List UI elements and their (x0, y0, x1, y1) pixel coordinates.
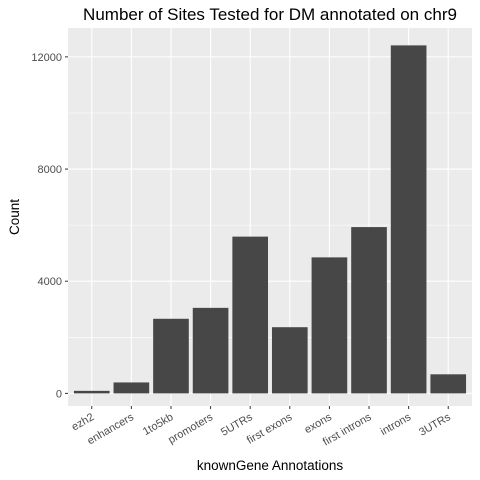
y-tick-label: 12000 (31, 52, 62, 64)
bar-exons (312, 257, 348, 393)
chart-title: Number of Sites Tested for DM annotated … (83, 5, 457, 24)
y-axis: 0 4000 8000 12000 (31, 52, 68, 400)
bar-enhancers (114, 382, 150, 393)
x-tick-label: introns (379, 411, 414, 438)
x-tick-label: ezh2 (70, 411, 97, 433)
bar-introns (391, 45, 427, 393)
x-tick-label: first exons (245, 411, 295, 447)
bar-first-exons (272, 327, 308, 393)
y-tick-label: 0 (56, 388, 62, 400)
y-axis-title: Count (7, 199, 22, 235)
bar-3utrs (430, 374, 466, 393)
x-tick-label: 3UTRs (417, 411, 453, 439)
x-axis-title: knownGene Annotations (197, 458, 344, 473)
bar-ezh2 (74, 391, 110, 394)
y-tick-label: 4000 (38, 276, 62, 288)
bar-1to5kb (153, 319, 189, 394)
bar-5utrs (232, 237, 268, 394)
x-tick-label: promoters (166, 411, 215, 446)
bar-first-introns (351, 227, 387, 393)
y-tick-label: 8000 (38, 164, 62, 176)
bar-promoters (193, 308, 229, 394)
